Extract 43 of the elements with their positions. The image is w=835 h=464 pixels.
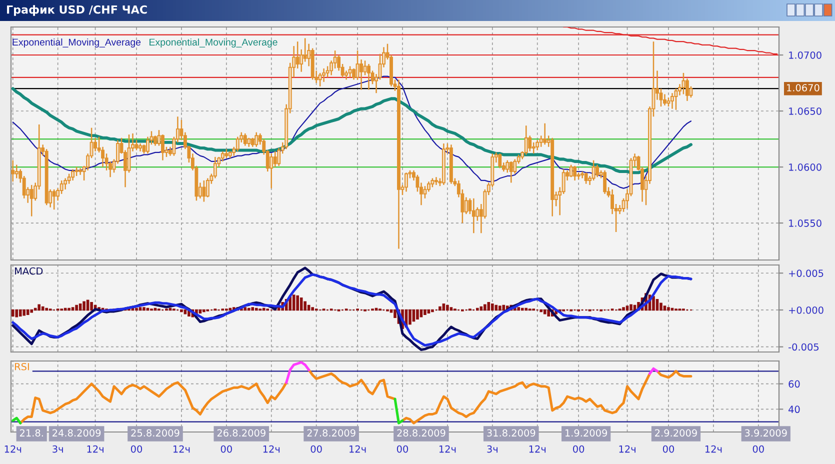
y-tick-label: 1.0650 bbox=[789, 107, 822, 115]
x-tick-label: 12ч bbox=[263, 445, 280, 453]
y-tick-label: +0.000 bbox=[789, 306, 824, 314]
x-tick-label: 12ч bbox=[619, 445, 636, 453]
y-tick-label: 1.0550 bbox=[789, 220, 822, 227]
y-tick-label: 60 bbox=[788, 380, 800, 388]
x-tick-label: 00 bbox=[310, 445, 322, 453]
x-tick-label: 3ч bbox=[487, 445, 498, 453]
x-tick-label: 12ч bbox=[87, 445, 104, 453]
category-label: 24.8.2009 bbox=[52, 429, 101, 437]
chart-title: График USD /CHF ЧАС bbox=[7, 5, 147, 16]
x-tick-label: 12ч bbox=[439, 445, 456, 453]
category-label: 26.8.2009 bbox=[217, 429, 266, 437]
y-tick-label: +0.005 bbox=[789, 270, 824, 277]
x-tick-label: 00 bbox=[752, 445, 764, 453]
chart-title: RSI bbox=[15, 362, 29, 370]
x-tick-label: 12ч bbox=[4, 445, 22, 453]
ref-line-label: 1.0670 bbox=[787, 84, 820, 92]
y-tick-label: 1.0700 bbox=[789, 51, 822, 59]
category-label: 27.8.2009 bbox=[307, 429, 356, 437]
x-tick-label: 00 bbox=[130, 445, 142, 453]
text: Exponential_Moving_Average bbox=[12, 38, 141, 48]
category-label: 28.8.2009 bbox=[397, 429, 446, 437]
category-label: 2.9.2009 bbox=[655, 429, 697, 437]
category-label: 31.8.2009 bbox=[487, 429, 536, 437]
x-tick-label: 00 bbox=[662, 445, 674, 453]
x-tick-label: 12ч bbox=[529, 445, 546, 453]
x-tick-label: 12ч bbox=[173, 445, 190, 453]
x-tick-label: 00 bbox=[396, 445, 408, 453]
x-tick-label: 12ч bbox=[350, 445, 366, 453]
category-label: 3.9.2009 bbox=[744, 429, 787, 437]
y-tick-label: -0.005 bbox=[788, 343, 819, 351]
chart-title: MACD bbox=[15, 267, 43, 275]
x-tick-label: 00 bbox=[573, 445, 584, 453]
category-label: 1.9.2009 bbox=[565, 429, 608, 437]
x-tick-label: 00 bbox=[220, 445, 232, 453]
category-label: 21.8. bbox=[20, 429, 43, 437]
x-tick-label: 3ч bbox=[52, 445, 63, 453]
y-tick-label: 1.0600 bbox=[789, 164, 822, 171]
category-label: 25.8.2009 bbox=[131, 429, 180, 437]
text: Exponential_Moving_Average bbox=[150, 38, 278, 48]
x-tick-label: 12ч bbox=[705, 445, 722, 453]
y-tick-label: 40 bbox=[788, 406, 800, 414]
